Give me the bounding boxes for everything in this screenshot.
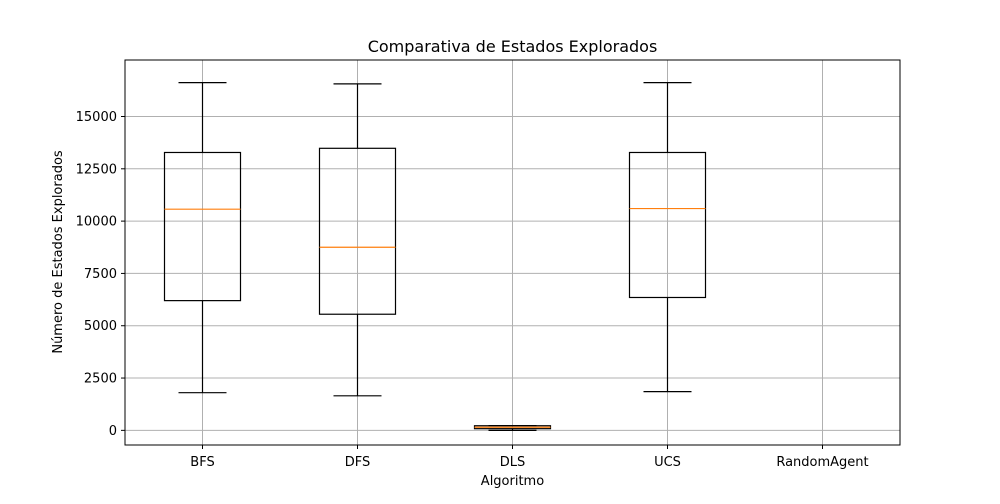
- x-tick-label: DFS: [345, 455, 371, 470]
- y-tick-label: 12500: [76, 162, 117, 177]
- box-group-ucs: [628, 81, 707, 393]
- iqr-box: [163, 151, 242, 302]
- y-tick-label: 10000: [76, 215, 117, 230]
- y-tick-label: 0: [109, 424, 117, 439]
- x-tick-label: RandomAgent: [776, 455, 868, 470]
- x-tick-label: DLS: [500, 455, 526, 470]
- y-axis-label: Número de Estados Explorados: [51, 150, 66, 354]
- chart-title: Comparativa de Estados Explorados: [368, 37, 658, 56]
- tick-layer: 0 2500 5000 7500 10000 12500 15000 BFS DFS DLS UCS…: [76, 110, 869, 470]
- y-tick-label: 15000: [76, 110, 117, 125]
- box-group-dls: [473, 424, 552, 431]
- box-layer: [163, 81, 707, 431]
- iqr-box: [628, 151, 707, 299]
- x-tick-label: BFS: [190, 455, 214, 470]
- iqr-box: [318, 147, 397, 315]
- box-group-dfs: [318, 83, 397, 397]
- box-group-bfs: [163, 81, 242, 394]
- y-tick-label: 2500: [84, 372, 117, 387]
- x-tick-label: UCS: [654, 455, 681, 470]
- y-tick-label: 5000: [84, 319, 117, 334]
- x-axis-label: Algoritmo: [481, 474, 544, 489]
- y-tick-label: 7500: [84, 267, 117, 282]
